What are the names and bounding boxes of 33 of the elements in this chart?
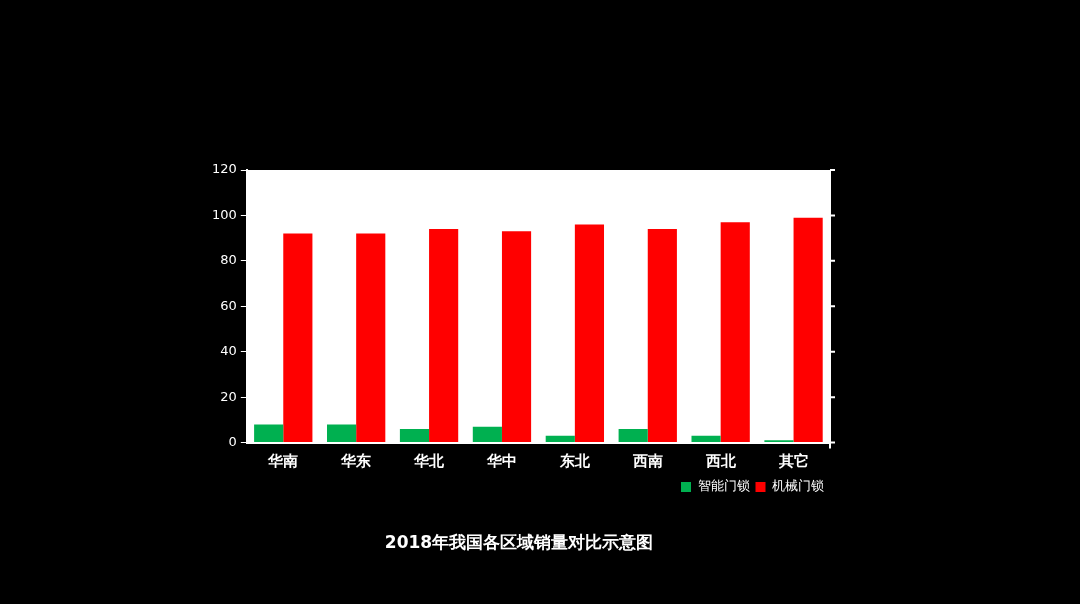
legend-label: 机械门锁 (772, 478, 824, 494)
x-tick-label: 华南 (267, 452, 299, 471)
x-tick-label: 华北 (413, 452, 446, 471)
y-tick-label: 20 (220, 388, 237, 404)
bar (472, 426, 502, 443)
x-tick-label: 其它 (777, 452, 809, 471)
bar (574, 224, 605, 443)
x-tick-label: 华东 (340, 452, 372, 471)
y-tick-label: 0 (228, 433, 237, 449)
bar (545, 435, 575, 443)
x-tick-label: 东北 (558, 452, 591, 471)
bar (283, 233, 313, 443)
bar (618, 428, 648, 443)
x-tick-label: 华中 (485, 452, 517, 471)
bar (793, 217, 823, 443)
y-tick-label: 60 (220, 297, 237, 313)
y-tick-label: 100 (211, 206, 237, 222)
legend-label: 智能门锁 (697, 478, 750, 494)
bar (327, 424, 357, 443)
bar (720, 222, 750, 443)
text: 2018年我国各区域销量对比示意图 (384, 532, 654, 553)
bar (647, 229, 677, 443)
x-tick-label: 西北 (704, 452, 737, 471)
y-tick-label: 40 (220, 343, 237, 359)
bar (254, 424, 284, 443)
bar (691, 435, 721, 443)
bar (429, 229, 459, 443)
bar (501, 231, 532, 443)
bar (399, 428, 430, 443)
y-tick-label: 120 (211, 161, 237, 177)
bar (356, 233, 386, 443)
y-tick-label: 80 (220, 252, 237, 268)
x-tick-label: 西南 (631, 452, 663, 471)
